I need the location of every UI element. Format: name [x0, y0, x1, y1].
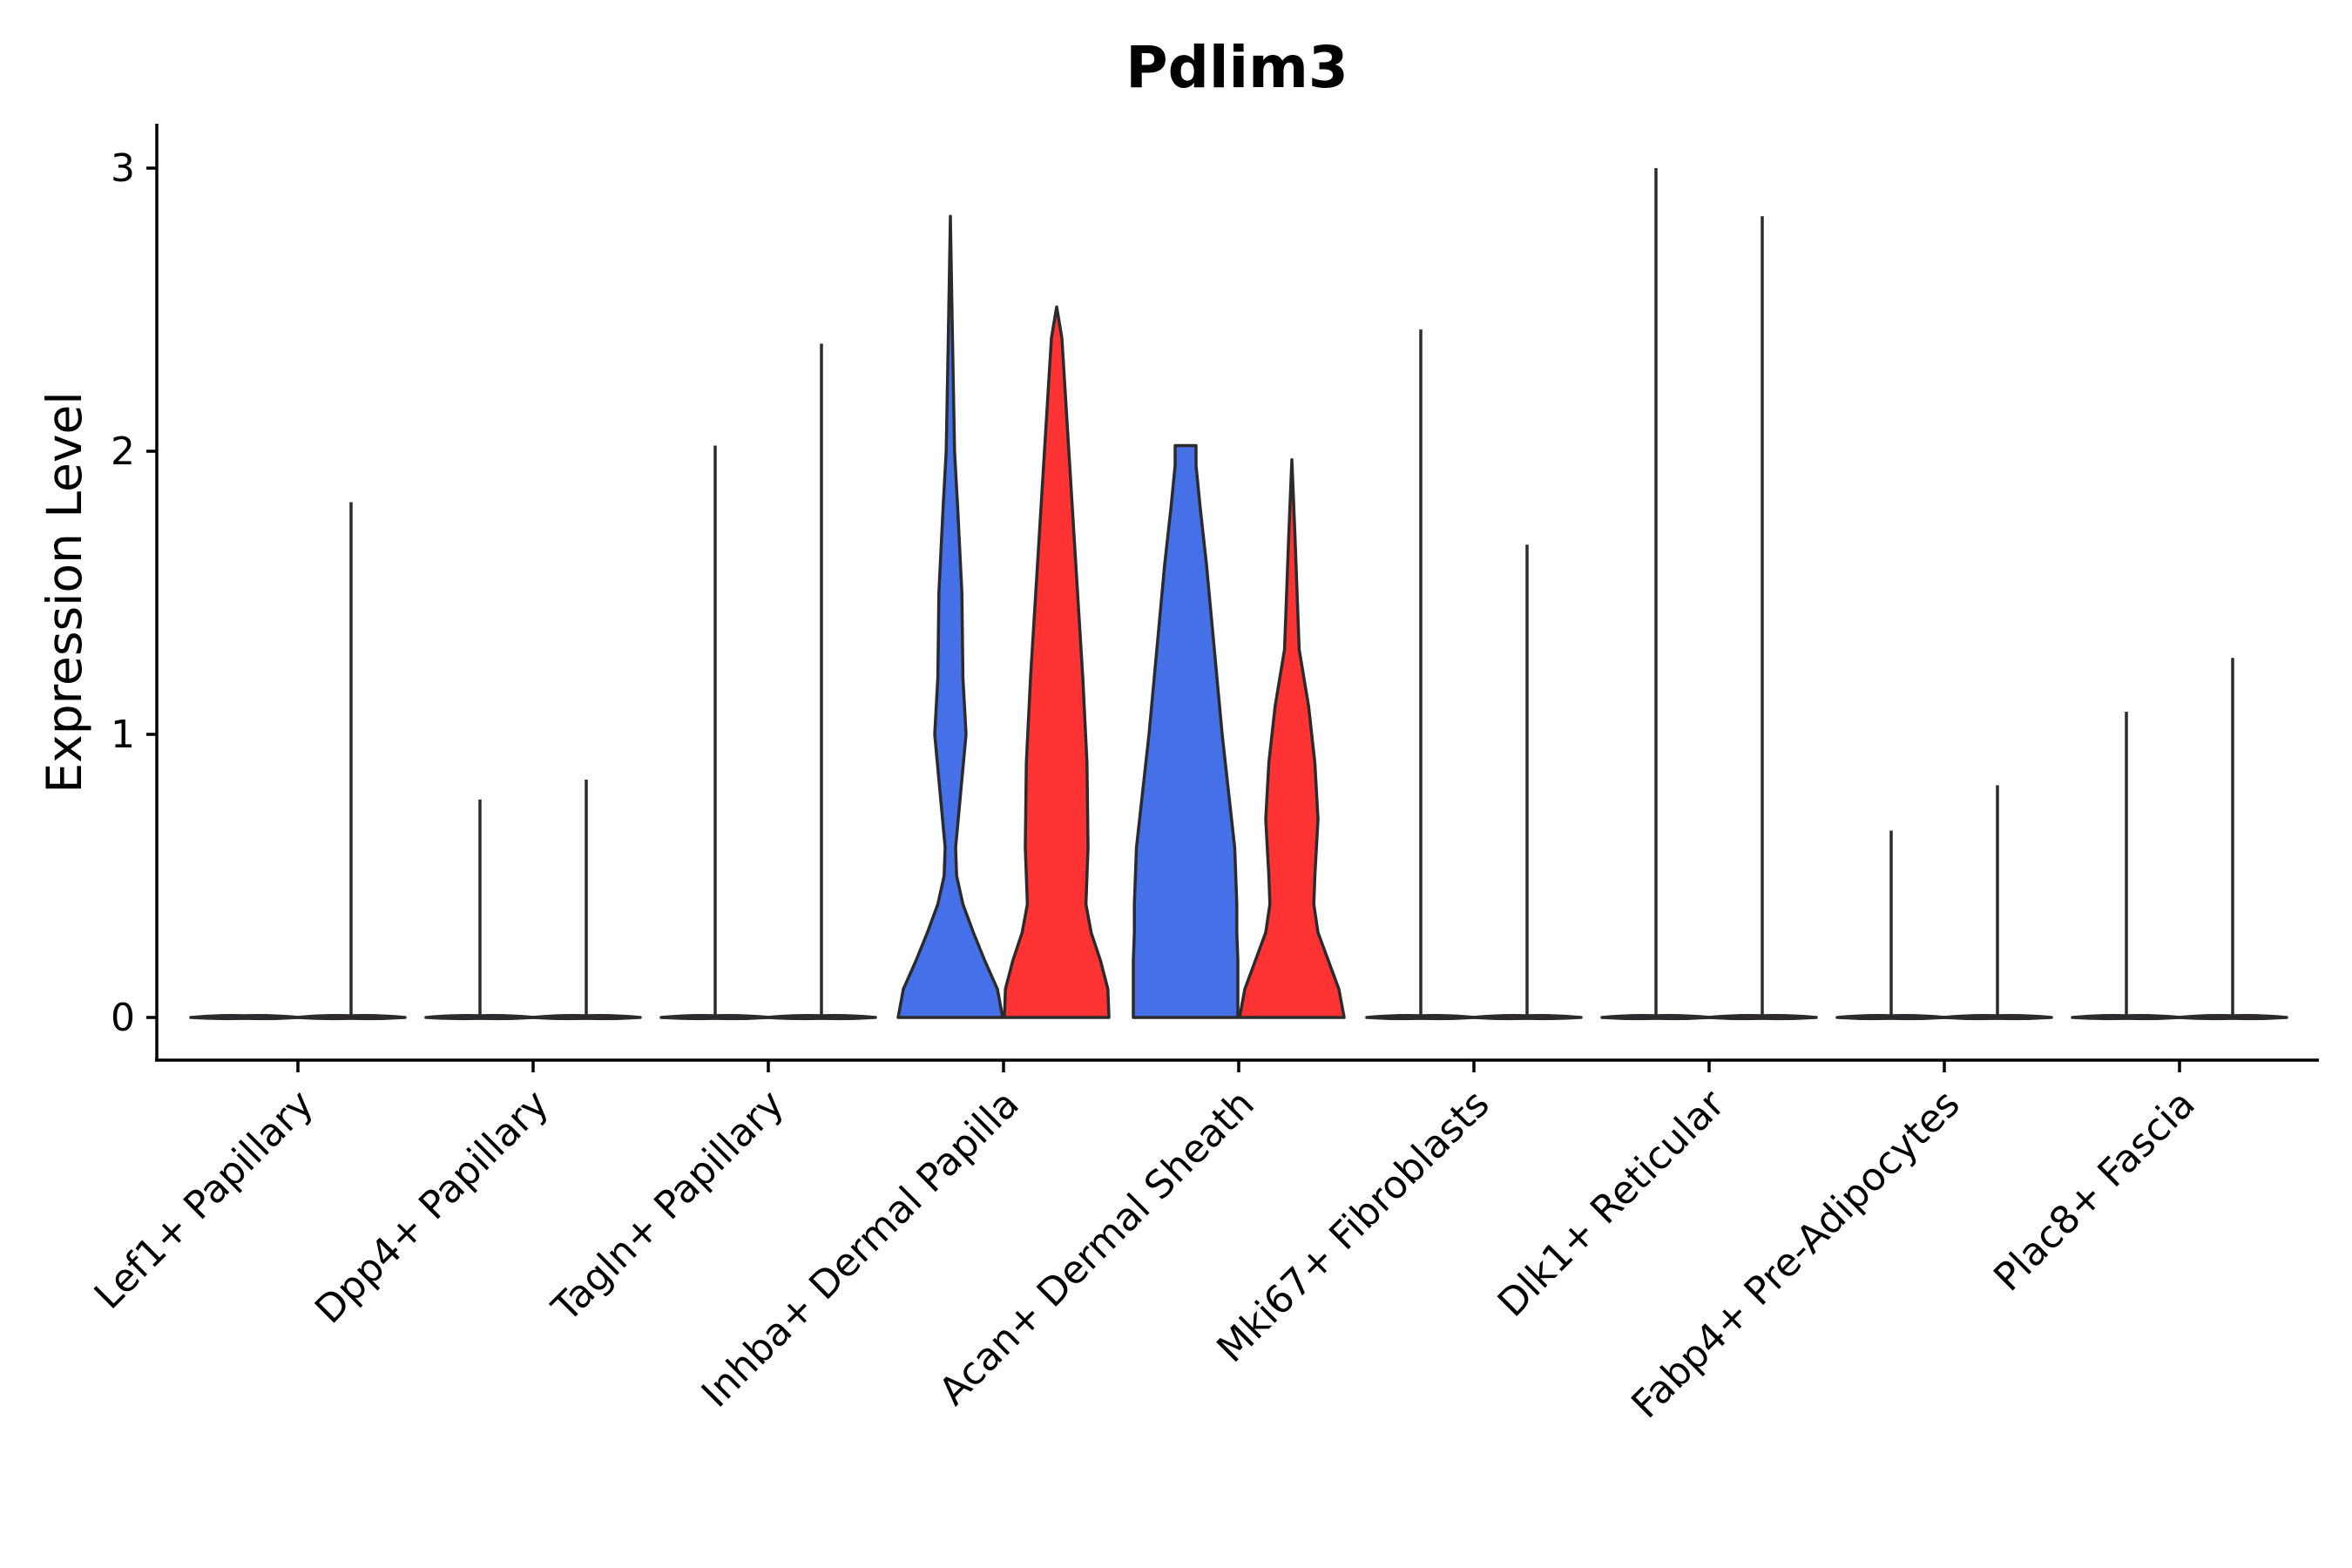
violin-group2 — [1238, 458, 1346, 1019]
x-tick-label: Tagln+ Papillary — [544, 1082, 793, 1331]
x-tick-label: Dlk1+ Reticular — [1490, 1081, 1734, 1326]
violin-group2 — [1003, 305, 1111, 1019]
violin-group1 — [189, 1014, 301, 1021]
x-tick-label: Plac8+ Fascia — [1985, 1082, 2204, 1301]
y-ticks: 0 1 2 3 — [111, 146, 157, 1040]
x-tick-label: Lef1+ Papillary — [86, 1082, 322, 1318]
y-tick-label: 3 — [111, 146, 135, 191]
y-tick-label: 0 — [111, 996, 135, 1040]
y-tick-label: 1 — [111, 713, 135, 757]
violins — [189, 168, 2288, 1021]
x-tick-label: Mki67+ Fibroblasts — [1208, 1082, 1497, 1371]
violin-group1 — [1132, 443, 1240, 1019]
y-axis-label: Expression Level — [37, 391, 92, 793]
y-tick-label: 2 — [111, 429, 135, 474]
violin-group1 — [896, 214, 1004, 1019]
chart-title: Pdlim3 — [1125, 34, 1348, 101]
x-tick-label: Dpp4+ Papillary — [307, 1082, 558, 1333]
